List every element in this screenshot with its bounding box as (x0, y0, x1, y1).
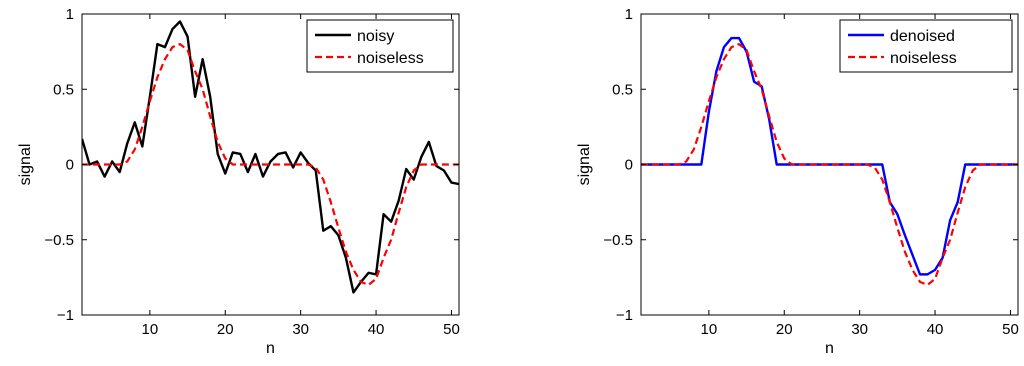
x-tick-label: 40 (927, 321, 944, 338)
y-tick-label: 1 (625, 6, 633, 23)
legend-box (839, 19, 1013, 73)
y-tick-label: −1 (616, 307, 633, 324)
left-chart-panel: 10 20 30 40 50 −1 −0.5 0 0.5 1 n signal noisy noisele… (17, 6, 460, 357)
series-line-noiseless (82, 42, 459, 286)
legend: noisy noiseless (306, 19, 454, 73)
y-tick-label: 0.5 (612, 81, 633, 98)
y-tick-label: 0.5 (53, 81, 74, 98)
x-tick-label: 10 (701, 321, 718, 338)
x-tick-label: 30 (292, 321, 309, 338)
legend-label-denoised: denoised (890, 28, 955, 45)
y-tick-label: 0 (625, 157, 633, 174)
y-tick-label: −0.5 (603, 232, 633, 249)
x-tick-label: 40 (368, 321, 385, 338)
legend: denoised noiseless (839, 19, 1013, 73)
y-axis-label: signal (576, 144, 593, 186)
x-tick-label: 10 (142, 321, 159, 338)
x-axis-label: n (266, 340, 275, 357)
x-tick-label: 20 (217, 321, 234, 338)
x-tick-label: 30 (851, 321, 868, 338)
x-axis-label: n (825, 340, 834, 357)
series-line-denoised (641, 36, 1018, 276)
legend-label-noisy: noisy (357, 28, 394, 45)
y-tick-label: −0.5 (44, 232, 74, 249)
y-tick-label: 1 (66, 6, 74, 23)
y-tick-label: −1 (57, 307, 74, 324)
series-line-noiseless (641, 42, 1018, 286)
legend-label-noiseless: noiseless (890, 50, 957, 67)
y-axis-label: signal (17, 144, 34, 186)
right-chart-panel: 10 20 30 40 50 −1 −0.5 0 0.5 1 n signal denoised nois… (576, 6, 1019, 357)
x-tick-label: 50 (443, 321, 460, 338)
x-tick-label: 50 (1002, 321, 1019, 338)
legend-box (306, 19, 454, 73)
x-tick-label: 20 (776, 321, 793, 338)
y-tick-label: 0 (66, 157, 74, 174)
legend-label-noiseless: noiseless (357, 50, 424, 67)
series-line-noisy (82, 20, 459, 294)
